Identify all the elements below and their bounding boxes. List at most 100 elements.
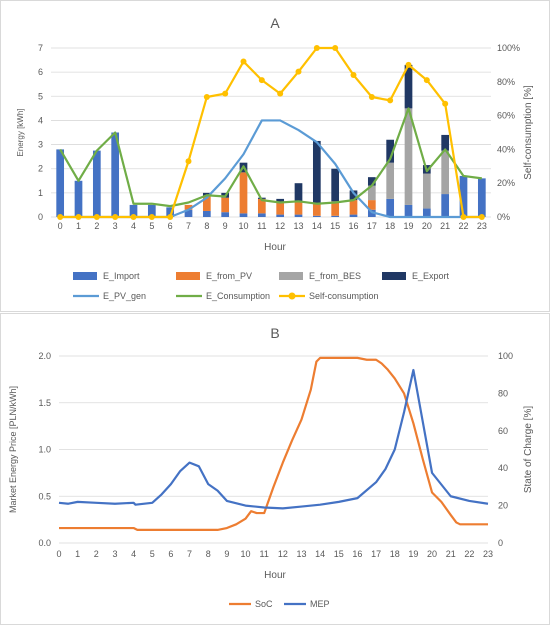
bar-e-from-pv <box>331 201 340 216</box>
y-axis-title-left: Energy [kWh] <box>16 108 25 156</box>
x-tick-label: 2 <box>94 549 99 559</box>
y-tick-label-right: 60% <box>497 111 515 121</box>
x-tick-label: 11 <box>257 221 266 231</box>
bar-e-import <box>221 212 230 217</box>
x-tick-label: 1 <box>76 221 81 231</box>
chart-a-panel: A 0 1 2 3 4 5 6 7 0% 20% 40% 60% 80% 100% 0 1 2 3 4 5 6 7 8 9 10 1… <box>0 0 550 312</box>
x-tick-label: 5 <box>150 549 155 559</box>
x-tick-label: 17 <box>367 221 377 231</box>
y-axis-title-right: State of Charge [%] <box>523 406 534 493</box>
y-tick-label-left: 5 <box>38 91 43 101</box>
bar-e-export <box>312 140 321 204</box>
marker-self-consumption <box>350 72 357 79</box>
marker-self-consumption <box>148 214 155 220</box>
y-tick-label-right: 100 <box>498 351 513 361</box>
bar-e-import <box>404 204 413 217</box>
legend-label: SoC <box>255 599 273 609</box>
marker-self-consumption <box>478 214 485 220</box>
x-tick-label: 21 <box>446 549 456 559</box>
x-tick-label: 19 <box>408 549 418 559</box>
marker-self-consumption <box>313 45 320 51</box>
legend-label: E_from_BES <box>309 271 361 281</box>
marker-self-consumption <box>240 58 247 65</box>
x-tick-label: 2 <box>94 221 99 231</box>
marker-self-consumption <box>258 77 265 84</box>
x-tick-label: 18 <box>385 221 395 231</box>
marker-self-consumption <box>93 214 100 220</box>
line-mep <box>58 368 489 510</box>
bar-e-import <box>331 215 340 217</box>
marker-self-consumption <box>442 100 449 107</box>
x-tick-label: 17 <box>371 549 381 559</box>
bar-e-import <box>422 208 431 217</box>
y-tick-label-left: 6 <box>38 67 43 77</box>
bar-e-import <box>386 198 395 217</box>
x-tick-label: 4 <box>131 221 136 231</box>
bar-e-import <box>257 213 266 217</box>
x-tick-label: 7 <box>187 549 192 559</box>
x-tick-label: 22 <box>458 221 468 231</box>
x-tick-label: 8 <box>204 221 209 231</box>
marker-self-consumption <box>332 45 339 51</box>
x-tick-label: 10 <box>238 221 248 231</box>
x-axis-title: Hour <box>264 242 286 253</box>
y-tick-label-left: 1 <box>38 188 43 198</box>
bar-e-from-pv <box>276 202 285 215</box>
y-axis-title-right: Self-consumption [%] <box>523 85 534 180</box>
marker-self-consumption <box>203 94 210 101</box>
x-tick-label: 6 <box>168 221 173 231</box>
legend-label: MEP <box>310 599 330 609</box>
y-tick-label-left: 7 <box>38 43 43 53</box>
marker-self-consumption <box>222 90 229 97</box>
x-tick-label: 16 <box>348 221 358 231</box>
x-tick-label: 22 <box>464 549 474 559</box>
x-tick-label: 4 <box>131 549 136 559</box>
y-tick-label-left: 1.5 <box>38 398 51 408</box>
y-tick-label-left: 4 <box>38 115 43 125</box>
legend-label: E_Import <box>103 271 140 281</box>
bar-e-import <box>459 175 468 217</box>
x-tick-label: 21 <box>440 221 450 231</box>
x-tick-label: 16 <box>352 549 362 559</box>
x-tick-label: 19 <box>403 221 413 231</box>
x-tick-label: 0 <box>58 221 63 231</box>
line-soc <box>59 356 488 532</box>
bar-e-import <box>367 209 376 217</box>
x-tick-label: 20 <box>427 549 437 559</box>
x-tick-label: 18 <box>390 549 400 559</box>
bar-e-from-pv <box>312 203 321 216</box>
bar-e-from-bes <box>441 150 450 195</box>
bar-e-from-pv <box>202 196 211 211</box>
y-tick-label-right: 60 <box>498 426 508 436</box>
x-tick-label: 5 <box>149 221 154 231</box>
chart-b-panel: B 0.0 0.5 1.0 1.5 2.0 0 20 40 60 80 100 0 1 2 3 4 5 6 7 8 9 10… <box>0 313 550 625</box>
bar-e-import <box>184 209 193 217</box>
marker-self-consumption <box>130 214 137 220</box>
bar-e-export <box>367 177 376 186</box>
bar-e-export <box>331 168 340 202</box>
bar-e-import <box>477 178 486 217</box>
marker-self-consumption <box>75 214 82 220</box>
x-tick-label: 9 <box>224 549 229 559</box>
bar-e-export <box>386 139 395 163</box>
bar-e-import <box>111 132 120 217</box>
legend-label: E_from_PV <box>206 271 252 281</box>
bar-e-import <box>166 207 175 217</box>
bar-e-from-pv <box>349 200 358 215</box>
chart-a-title: A <box>270 15 280 31</box>
y-tick-label-left: 2 <box>38 164 43 174</box>
marker-self-consumption <box>423 77 430 84</box>
bar-e-from-bes <box>386 162 395 199</box>
marker-self-consumption <box>57 214 64 220</box>
x-tick-label: 6 <box>168 549 173 559</box>
legend-label: E_Consumption <box>206 291 270 301</box>
legend-swatch <box>73 272 97 280</box>
y-axis-title-left: Market Energy Price [PLN/kWh] <box>8 386 18 513</box>
bar-e-export <box>276 198 285 203</box>
bar-e-import <box>294 214 303 217</box>
bar-e-from-pv <box>221 197 230 213</box>
bar-e-import <box>202 210 211 217</box>
x-tick-label: 13 <box>293 221 303 231</box>
